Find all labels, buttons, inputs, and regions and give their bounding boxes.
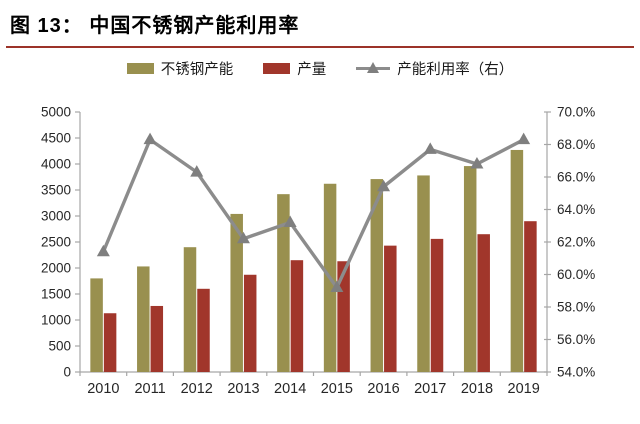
legend-item-capacity: 不锈钢产能 [126,58,234,79]
svg-text:1000: 1000 [41,313,71,328]
chart-legend: 不锈钢产能 产量 产能利用率（右） [0,58,640,79]
svg-text:3500: 3500 [41,183,71,198]
chart-area: 0 500 1000 1500 2000 2500 3000 3500 4000 4500 5000… [0,83,640,421]
svg-text:2016: 2016 [367,381,399,397]
svg-text:2500: 2500 [41,235,71,250]
svg-text:70.0%: 70.0% [557,105,595,120]
svg-text:68.0%: 68.0% [557,137,595,152]
svg-text:58.0%: 58.0% [557,300,595,315]
title-underline [6,46,634,48]
svg-text:2000: 2000 [41,261,71,276]
svg-text:3000: 3000 [41,209,71,224]
svg-text:2014: 2014 [274,381,306,397]
figure-header: 图 13： 中国不锈钢产能利用率 [0,0,640,44]
svg-text:2019: 2019 [508,381,540,397]
svg-text:2010: 2010 [87,381,119,397]
svg-text:2018: 2018 [461,381,493,397]
svg-text:2013: 2013 [227,381,259,397]
production-swatch-icon [263,62,291,74]
legend-label-production: 产量 [297,61,327,78]
page-title: 图 13： 中国不锈钢产能利用率 [10,15,300,37]
svg-text:2017: 2017 [414,381,446,397]
legend-label-utilization: 产能利用率（右） [397,61,514,78]
svg-text:60.0%: 60.0% [557,267,595,282]
svg-text:66.0%: 66.0% [557,170,595,185]
legend-item-production: 产量 [263,58,326,79]
svg-text:54.0%: 54.0% [557,365,595,380]
svg-text:1500: 1500 [41,287,71,302]
svg-text:64.0%: 64.0% [557,202,595,217]
svg-text:500: 500 [48,339,71,354]
capacity-swatch-icon [126,62,154,74]
svg-text:5000: 5000 [41,105,71,120]
svg-text:4500: 4500 [41,131,71,146]
svg-text:4000: 4000 [41,157,71,172]
svg-text:0: 0 [63,365,71,380]
svg-text:56.0%: 56.0% [557,332,595,347]
svg-text:2015: 2015 [321,381,353,397]
svg-text:2012: 2012 [181,381,213,397]
legend-label-capacity: 不锈钢产能 [160,61,234,78]
svg-text:62.0%: 62.0% [557,235,595,250]
svg-text:2011: 2011 [134,381,165,397]
utilization-line-marker-icon [356,62,391,74]
chart-svg: 0 500 1000 1500 2000 2500 3000 3500 4000 4500 5000… [41,105,595,397]
legend-item-utilization: 产能利用率（右） [356,58,513,79]
